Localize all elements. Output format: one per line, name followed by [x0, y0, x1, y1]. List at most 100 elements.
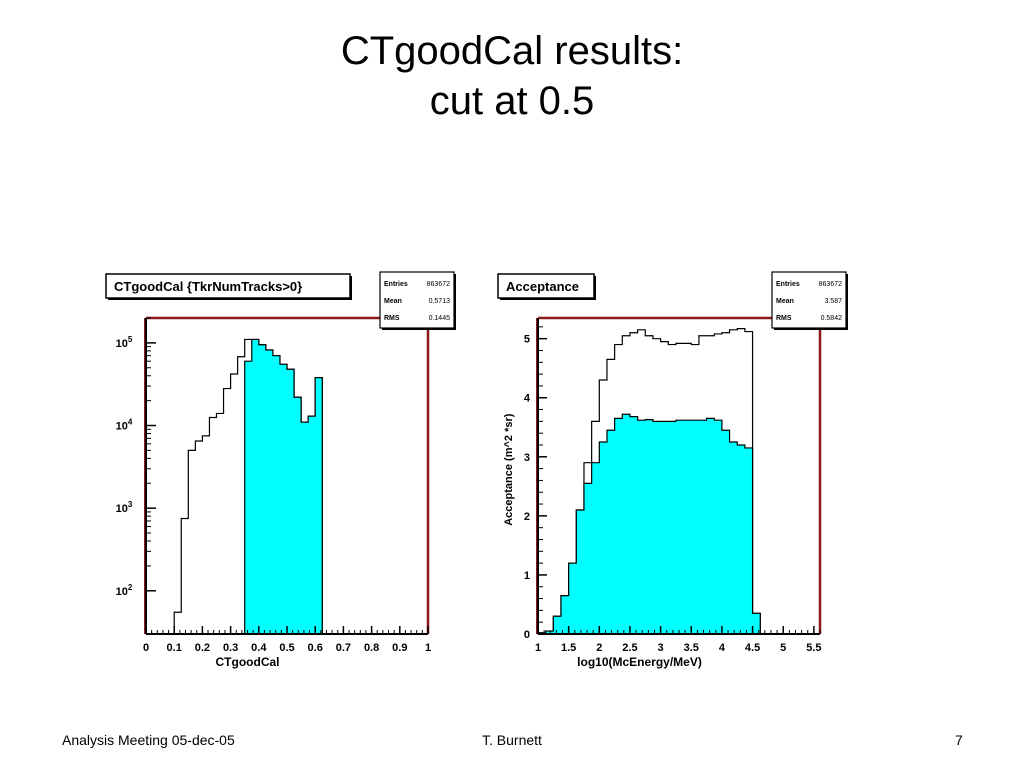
stats-label: RMS — [384, 315, 400, 322]
y-tick-label: 105 — [116, 335, 133, 350]
histogram-bar-filled — [721, 430, 730, 634]
x-tick-label: 4.5 — [745, 642, 760, 654]
ctgoodcal-histogram: 0 0.1 0.2 0.3 0.4 0.5 0.6 0.7 0.8 0.9 1 CTgoodCal 10… — [100, 268, 462, 685]
x-tick-label: 0.6 — [308, 642, 323, 654]
stats-value: 0.5713 — [429, 298, 451, 305]
slide-title: CTgoodCal results: cut at 0.5 — [0, 26, 1024, 126]
stats-value: 0.1445 — [429, 315, 451, 322]
x-tick-label: 1 — [535, 642, 541, 654]
histogram-bar-filled — [614, 418, 623, 634]
histogram-bar-filled — [599, 442, 608, 634]
x-tick-label: 0.7 — [336, 642, 351, 654]
x-tick-label: 0.4 — [251, 642, 267, 654]
histogram-bar-filled — [729, 442, 738, 634]
stats-label: Mean — [384, 298, 402, 305]
y-tick-label: 2 — [524, 511, 530, 523]
y-tick-label: 3 — [524, 452, 530, 464]
histogram-step-filled — [537, 413, 761, 634]
x-tick-label: 3.5 — [684, 642, 699, 654]
histogram-bar-filled — [683, 420, 692, 634]
stats-label: RMS — [776, 315, 792, 322]
title-box — [105, 273, 351, 299]
slide-title-line-2: cut at 0.5 — [429, 79, 595, 123]
y-tick-label: 103 — [116, 500, 133, 515]
x-tick-label: 0.5 — [279, 642, 294, 654]
histogram-bar-filled — [660, 421, 669, 634]
x-axis-label: log10(McEnergy/MeV) — [577, 655, 702, 669]
histogram-bar-filled — [691, 420, 700, 634]
histogram-bar-filled — [576, 509, 585, 634]
stats-label: Entries — [776, 281, 800, 288]
y-tick-label: 4 — [524, 393, 531, 405]
x-tick-label: 4 — [719, 642, 726, 654]
histogram-bar-filled — [301, 422, 309, 634]
histogram-bar-filled — [744, 447, 753, 634]
x-tick-label: 0.9 — [392, 642, 407, 654]
chart-title: CTgoodCal {TkrNumTracks>0} — [114, 279, 302, 294]
histogram-bar-filled — [265, 349, 274, 634]
x-tick-label: 0.8 — [364, 642, 379, 654]
histogram-bar-filled — [714, 420, 723, 634]
x-tick-label: 1.5 — [561, 642, 576, 654]
x-tick-label: 5 — [780, 642, 786, 654]
stats-label: Mean — [776, 298, 794, 305]
y-tick-label: 104 — [116, 418, 133, 433]
y-tick-label: 5 — [524, 334, 530, 346]
title-box — [497, 273, 595, 299]
footer-center: T. Burnett — [482, 732, 542, 748]
stats-value: 3.587 — [824, 298, 842, 305]
stats-box — [379, 271, 455, 329]
histogram-bar-filled — [675, 420, 684, 634]
histogram-bar-filled — [272, 355, 281, 634]
x-tick-label: 0.2 — [195, 642, 210, 654]
x-tick-label: 2.5 — [622, 642, 637, 654]
histogram-bar-filled — [560, 595, 569, 634]
histogram-bar-filled — [308, 416, 316, 634]
histogram-bar-filled — [568, 563, 577, 634]
acceptance-histogram: 1 1.5 2 2.5 3 3.5 4 4.5 5 5.5 log10(McEnergy/MeV) 0… — [492, 268, 854, 685]
stats-label: Entries — [384, 281, 408, 288]
histogram-bar-filled — [706, 418, 715, 634]
histogram-bar-filled — [622, 414, 631, 634]
acceptance-histogram-svg: 1 1.5 2 2.5 3 3.5 4 4.5 5 5.5 log10(McEnergy/MeV) 0… — [497, 271, 848, 669]
histogram-bar-filled — [583, 483, 592, 634]
histogram-bar-filled — [645, 419, 654, 634]
x-tick-label: 3 — [658, 642, 664, 654]
histogram-bar-filled — [668, 421, 677, 634]
y-tick-label: 102 — [116, 583, 133, 598]
histogram-bar-filled — [591, 462, 600, 634]
histogram-bar-filled — [752, 613, 761, 634]
slide-title-line-1: CTgoodCal results: — [340, 29, 684, 73]
x-tick-label: 1 — [425, 642, 431, 654]
ctgoodcal-histogram-svg: 0 0.1 0.2 0.3 0.4 0.5 0.6 0.7 0.8 0.9 1 CTgoodCal 10… — [105, 271, 456, 669]
y-tick-label: 1 — [524, 570, 530, 582]
histogram-bar-filled — [606, 430, 615, 634]
footer-left: Analysis Meeting 05-dec-05 — [62, 732, 235, 748]
y-axis-label: Acceptance (m^2 *sr) — [503, 413, 515, 526]
histogram-bar-filled — [244, 361, 253, 634]
histogram-bar-filled — [279, 364, 288, 634]
histogram-bar-filled — [251, 339, 260, 634]
x-tick-label: 0.3 — [223, 642, 238, 654]
histogram-bar-filled — [287, 369, 295, 634]
stats-value: 863672 — [819, 281, 842, 288]
y-tick-label: 0 — [524, 629, 530, 641]
x-tick-label: 2 — [596, 642, 602, 654]
histogram-bar-filled — [545, 631, 554, 634]
chart-title: Acceptance — [506, 279, 579, 294]
histogram-bar-filled — [553, 616, 562, 634]
histogram-bar-filled — [315, 377, 323, 634]
histogram-bar-filled — [294, 397, 302, 634]
stats-box — [771, 271, 847, 329]
histogram-bar-filled — [698, 420, 707, 634]
histogram-bar-filled — [652, 421, 661, 634]
stats-value: 863672 — [427, 281, 450, 288]
footer-page-number: 7 — [955, 732, 963, 748]
histogram-bar-filled — [258, 344, 267, 634]
histogram-bar-filled — [737, 444, 746, 634]
x-tick-label: 0 — [143, 642, 149, 654]
stats-value: 0.5842 — [821, 315, 843, 322]
histogram-bar-filled — [629, 416, 638, 634]
x-tick-label: 5.5 — [806, 642, 821, 654]
histogram-bar-filled — [637, 420, 646, 634]
